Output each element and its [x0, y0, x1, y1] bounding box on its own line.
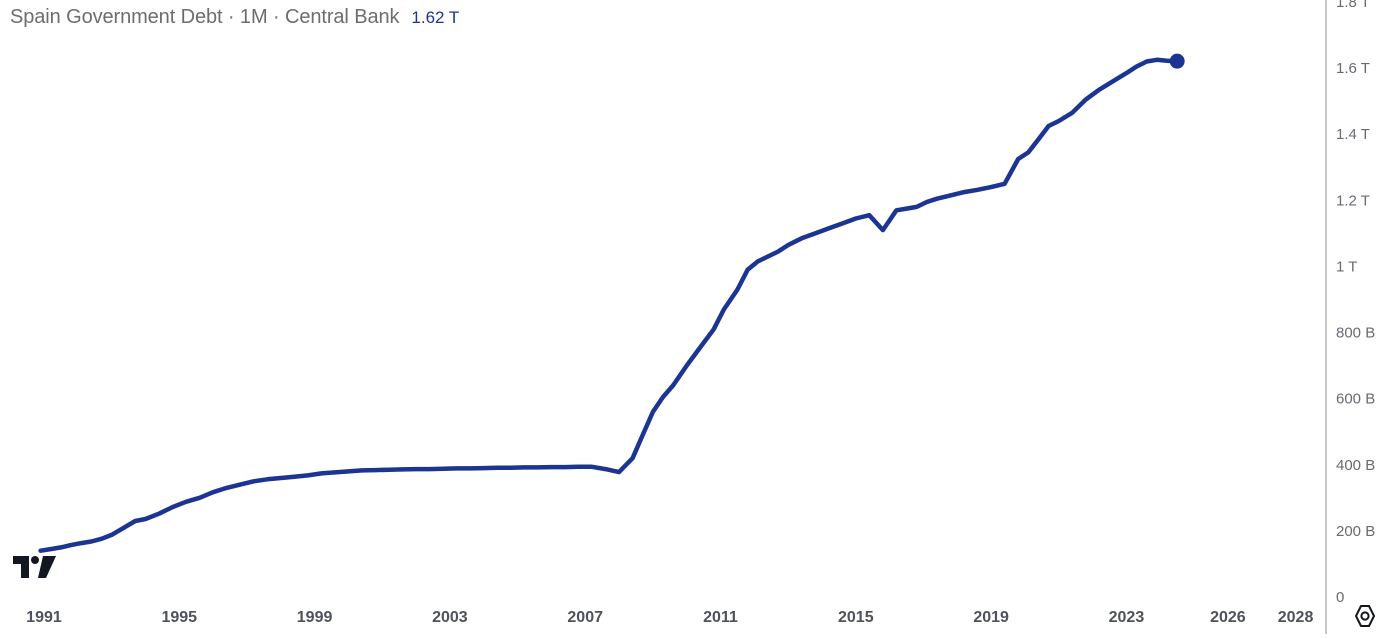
y-tick-label: 1.8 T	[1336, 0, 1370, 11]
y-tick-label: 1.6 T	[1336, 60, 1370, 77]
x-tick-label: 1991	[26, 609, 62, 626]
chart-title: Spain Government Debt · 1M · Central Ban…	[10, 6, 400, 28]
y-tick-label: 800 B	[1336, 325, 1375, 342]
y-tick-label: 200 B	[1336, 523, 1375, 540]
x-axis[interactable]: 1991 1995 1999 2003 2007 2011 2015 2019 2023 2026…	[0, 597, 1400, 626]
chart-legend: Spain Government Debt · 1M · Central Ban…	[10, 6, 459, 29]
x-tick-label: 2019	[973, 609, 1009, 626]
tradingview-logo-icon[interactable]	[13, 556, 57, 578]
y-tick-label: 0	[1336, 589, 1344, 606]
y-tick-label: 1.4 T	[1336, 126, 1370, 143]
x-tick-label: 2023	[1109, 609, 1145, 626]
series-layer	[38, 53, 1185, 553]
last-point-marker[interactable]	[1169, 53, 1185, 69]
x-tick-label: 2007	[567, 609, 603, 626]
y-tick-label: 1.2 T	[1336, 192, 1370, 209]
x-tick-label: 2011	[703, 609, 738, 626]
x-tick-label: 2003	[432, 609, 468, 626]
x-tick-label: 2015	[838, 609, 874, 626]
x-tick-label: 2028	[1278, 609, 1314, 626]
x-tick-label: 1999	[297, 609, 333, 626]
y-tick-label: 400 B	[1336, 457, 1375, 474]
y-tick-label: 1 T	[1336, 258, 1357, 275]
y-axis[interactable]: 0 200 B 400 B 600 B 800 B 1 T 1.2 T 1.4 T 1.6 T 1…	[1325, 0, 1375, 634]
settings-gear-icon[interactable]	[1352, 603, 1378, 629]
x-tick-label: 2026	[1210, 609, 1246, 626]
series-line[interactable]	[38, 57, 1180, 553]
y-tick-label: 600 B	[1336, 391, 1375, 408]
x-tick-label: 1995	[161, 609, 197, 626]
last-value: 1.62 T	[411, 8, 460, 27]
